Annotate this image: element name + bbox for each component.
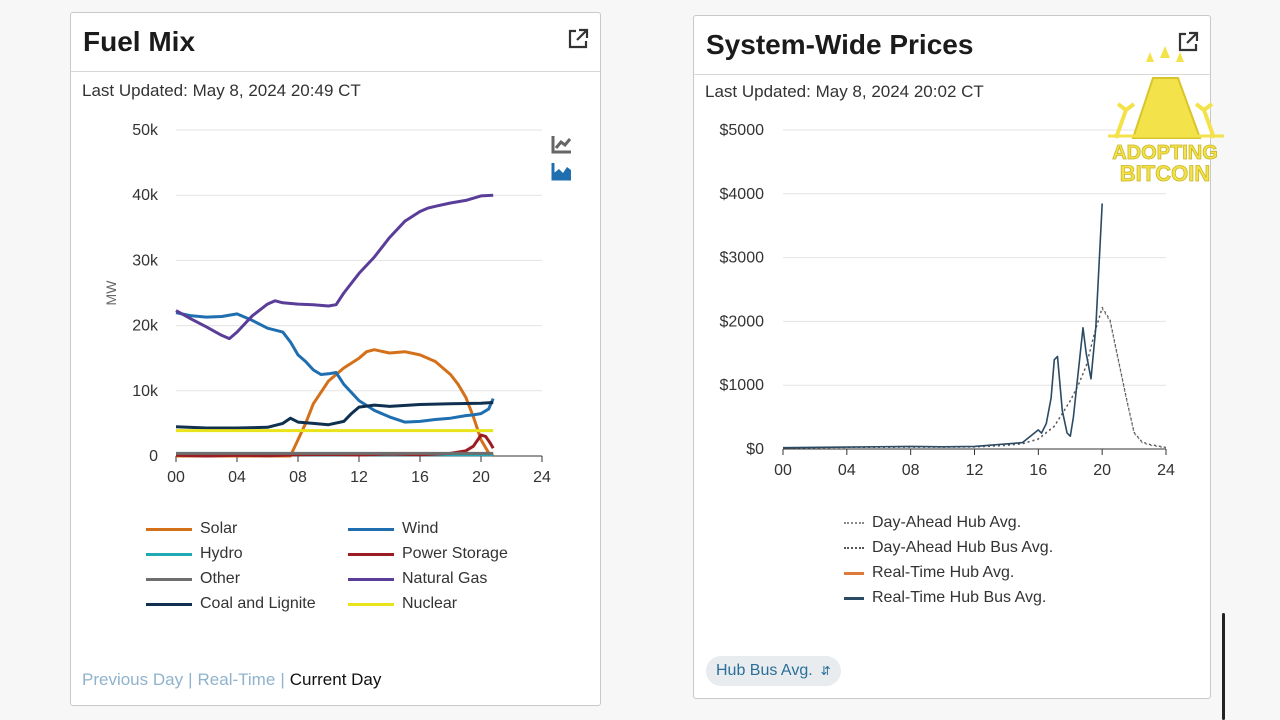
legend-item[interactable]: Day-Ahead Hub Bus Avg. [844,539,1053,557]
legend-swatch [146,602,192,606]
y-tick-label: 20k [132,318,159,335]
external-link-icon[interactable] [566,27,590,51]
x-tick-label: 04 [228,469,246,486]
prices-chart: $0 $1000 $2000 $3000 $4000 $5000 00 04 08 12 16 20 2… [720,122,1176,479]
fuel-mix-header: Fuel Mix [71,13,600,72]
y-tick-label: $1000 [720,377,765,394]
legend-swatch [146,577,192,581]
prices-last-updated: Last Updated: May 8, 2024 20:02 CT [705,82,984,101]
legend-item[interactable]: Coal and Lignite [146,595,316,613]
current-day-link[interactable]: Current Day [289,670,382,689]
chevron-up-down-icon: ⇵ [820,664,831,678]
legend-label: Day-Ahead Hub Bus Avg. [872,539,1054,556]
y-tick-label: 10k [132,383,159,400]
legend-swatch [348,552,394,556]
legend-swatch [348,602,394,606]
series-line-day-ahead-hub-bus-avg- [782,306,1167,449]
prices-title: System-Wide Prices [706,29,974,60]
logo-line-1: ADOPTING [1112,142,1218,164]
legend-label: Wind [402,520,439,537]
legend-swatch [348,577,394,581]
x-tick-label: 08 [289,469,307,486]
legend-swatch [844,596,864,600]
adopting-bitcoin-logo: ADOPTING BITCOIN [1108,46,1224,186]
series-line-day-ahead-hub-avg- [782,307,1167,449]
legend-swatch [844,571,864,575]
legend-item[interactable]: Nuclear [348,595,457,613]
nav-separator: | [280,670,285,689]
y-tick-label: $3000 [720,250,765,267]
external-link-icon[interactable] [1176,30,1200,54]
previous-day-link[interactable]: Previous Day [82,670,184,689]
nav-separator: | [188,670,193,689]
legend-label: Day-Ahead Hub Avg. [872,514,1022,531]
line-chart-toggle-icon[interactable] [551,134,573,154]
fuel-mix-card: Fuel Mix Last Updated: May 8, 2024 20:49… [70,12,601,706]
price-type-select-value: Hub Bus Avg. [716,662,813,679]
legend-label: Power Storage [402,545,508,562]
legend-swatch [844,522,864,524]
real-time-link[interactable]: Real-Time [197,670,276,689]
legend-label: Real-Time Hub Bus Avg. [872,589,1047,606]
area-chart-toggle-icon[interactable] [551,161,573,181]
fuel-y-axis-label: MW [103,280,119,306]
legend-item[interactable]: Day-Ahead Hub Avg. [844,514,1021,532]
y-tick-label: 0 [149,448,158,465]
legend-swatch [146,527,192,531]
scrollbar[interactable] [1222,613,1225,720]
price-type-select[interactable]: Hub Bus Avg. ⇵ [706,656,841,686]
series-line-coal-and-lignite [175,401,494,430]
legend-swatch [348,527,394,531]
legend-item[interactable]: Hydro [146,545,243,563]
legend-label: Natural Gas [402,570,488,587]
y-tick-label: $5000 [720,122,765,139]
y-tick-label: 40k [132,187,159,204]
legend-label: Solar [200,520,238,537]
system-wide-prices-card: System-Wide Prices Last Updated: May 8, … [693,15,1211,699]
series-line-natural-gas [175,193,494,341]
fuel-mix-title: Fuel Mix [83,26,196,57]
x-tick-label: 24 [533,469,551,486]
x-tick-label: 20 [1093,462,1111,479]
legend-label: Hydro [200,545,243,562]
legend-item[interactable]: Real-Time Hub Bus Avg. [844,589,1046,607]
x-tick-label: 12 [350,469,368,486]
x-tick-label: 00 [167,469,185,486]
y-tick-label: 50k [132,122,159,139]
fuel-mix-chart: 0 10k 20k 30k 40k 50k 00 04 08 12 16 20 24 MW [103,122,551,486]
x-tick-label: 16 [411,469,429,486]
y-tick-label: $2000 [720,313,765,330]
series-line-wind [175,311,495,424]
legend-item[interactable]: Wind [348,520,438,538]
fuel-mix-last-updated: Last Updated: May 8, 2024 20:49 CT [82,81,361,100]
x-tick-label: 04 [838,462,856,479]
legend-label: Other [200,570,241,587]
x-tick-label: 12 [966,462,984,479]
logo-line-2: BITCOIN [1120,161,1210,186]
legend-item[interactable]: Real-Time Hub Avg. [844,564,1014,582]
y-tick-label: $0 [746,441,764,458]
prices-header: System-Wide Prices [694,16,1210,75]
x-tick-label: 00 [774,462,792,479]
y-tick-label: $4000 [720,186,765,203]
series-line-solar [176,348,495,458]
fuel-mix-nav: Previous Day | Real-Time | Current Day [82,670,381,690]
x-tick-label: 24 [1157,462,1175,479]
legend-swatch [146,552,192,556]
series-line-real-time-hub-bus-avg- [782,203,1103,449]
legend-label: Coal and Lignite [200,595,316,612]
legend-swatch [844,547,864,549]
y-tick-label: 30k [132,252,159,269]
legend-item[interactable]: Other [146,570,240,588]
x-tick-label: 20 [472,469,490,486]
x-tick-label: 16 [1029,462,1047,479]
legend-item[interactable]: Solar [146,520,237,538]
legend-item[interactable]: Power Storage [348,545,508,563]
legend-label: Nuclear [402,595,458,612]
legend-label: Real-Time Hub Avg. [872,564,1015,581]
legend-item[interactable]: Natural Gas [348,570,487,588]
x-tick-label: 08 [902,462,920,479]
